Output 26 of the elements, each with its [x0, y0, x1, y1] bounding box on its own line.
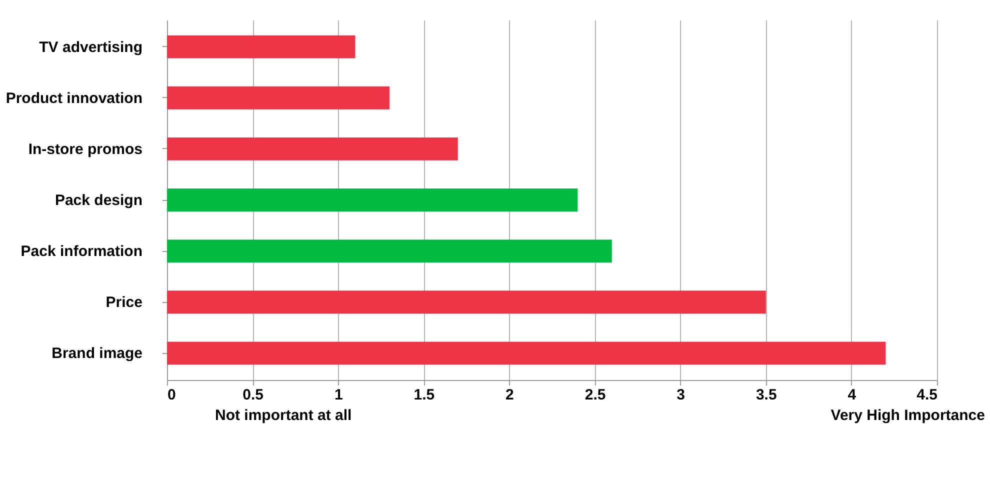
y-tick-label: Brand image [52, 345, 142, 362]
bar [167, 342, 886, 365]
x-tick-label: 4 [848, 386, 857, 404]
x-tick-label: 2 [506, 386, 514, 404]
text: Very High Importance [830, 407, 985, 424]
x-tick-label: 1.5 [414, 386, 435, 404]
bar [167, 35, 356, 58]
x-tick-label: 3.5 [756, 386, 777, 404]
bar [167, 86, 390, 110]
y-tick-label: Product innovation [6, 90, 142, 107]
x-tick-label: 1 [334, 386, 343, 404]
y-tick-label: Pack design [54, 192, 142, 209]
x-tick-label: 3 [676, 386, 686, 404]
x-tick-label: 2.5 [584, 386, 606, 404]
x-tick-label: 4.5 [916, 386, 938, 404]
bar [167, 290, 766, 314]
bar [167, 240, 612, 263]
bar [167, 188, 578, 212]
y-tick-label: TV advertising [39, 38, 142, 56]
y-tick-label: In-store promos [28, 140, 142, 158]
text: Not important at all [215, 407, 352, 424]
y-tick-label: Price [106, 294, 142, 312]
x-tick-label: 0.5 [242, 386, 264, 404]
x-tick-label: 0 [168, 386, 176, 404]
bar [167, 137, 458, 160]
y-tick-label: Pack information [20, 243, 142, 260]
